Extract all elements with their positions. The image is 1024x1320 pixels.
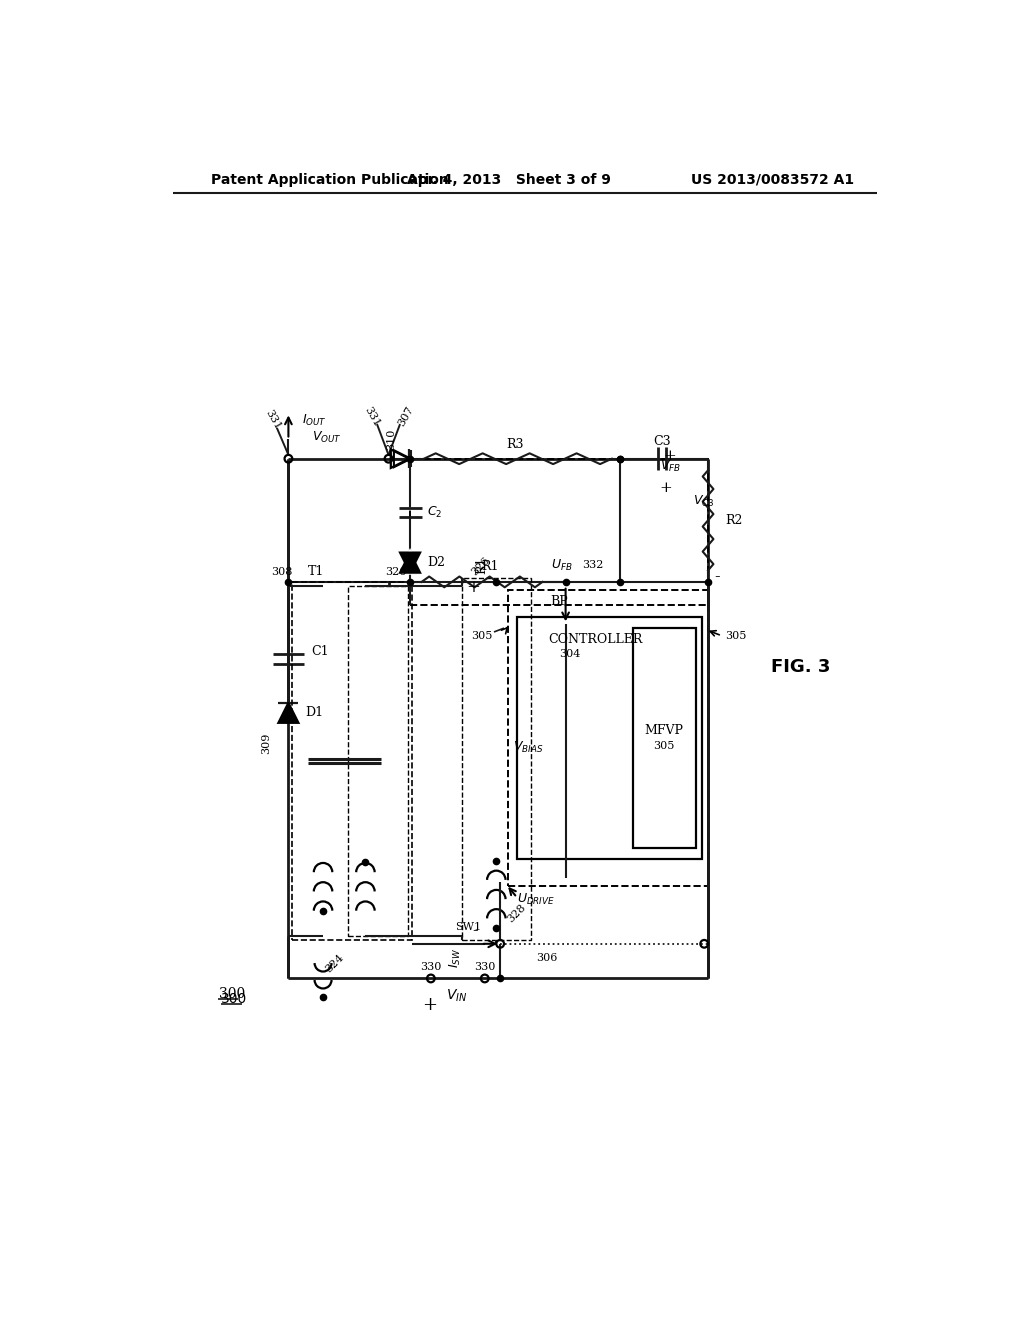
Text: $V_{FB}$: $V_{FB}$ [660, 459, 681, 474]
Text: 324: 324 [323, 952, 345, 974]
Text: CONTROLLER: CONTROLLER [548, 634, 642, 647]
Text: C1: C1 [311, 644, 329, 657]
Text: $V_{OUT}$: $V_{OUT}$ [311, 429, 341, 445]
Text: R1: R1 [481, 560, 499, 573]
Bar [410, 459, 708, 605]
Text: $I_{SW}$: $I_{SW}$ [449, 948, 464, 968]
Text: $V_{C3}$: $V_{C3}$ [692, 494, 714, 508]
Text: SW1: SW1 [455, 921, 481, 932]
Text: 331: 331 [263, 408, 283, 432]
Text: 304: 304 [559, 648, 581, 659]
Bar [462, 578, 531, 940]
Text: Apr. 4, 2013   Sheet 3 of 9: Apr. 4, 2013 Sheet 3 of 9 [408, 173, 611, 187]
Polygon shape [279, 702, 298, 723]
Bar [633, 628, 695, 847]
Text: +: + [466, 578, 480, 595]
Bar [292, 582, 412, 940]
Text: R3: R3 [506, 438, 523, 451]
Text: $I_{OUT}$: $I_{OUT}$ [302, 413, 328, 428]
Text: 308: 308 [271, 566, 292, 577]
Text: Patent Application Publication: Patent Application Publication [211, 173, 450, 187]
Bar [348, 586, 408, 936]
Text: MFVP: MFVP [645, 723, 684, 737]
Bar [508, 590, 708, 886]
Text: 300: 300 [219, 987, 246, 1001]
Polygon shape [400, 553, 420, 573]
Text: 305: 305 [471, 631, 493, 640]
Text: $C_2$: $C_2$ [427, 506, 442, 520]
Text: -: - [472, 923, 477, 940]
Text: 328: 328 [506, 902, 527, 924]
Polygon shape [400, 553, 420, 573]
Text: 330: 330 [474, 962, 496, 972]
Text: R2: R2 [725, 513, 742, 527]
Text: 310: 310 [386, 429, 396, 450]
Text: T1: T1 [307, 565, 324, 578]
Text: 332: 332 [583, 560, 604, 570]
Text: $V_{IN}$: $V_{IN}$ [446, 987, 468, 1003]
Text: +: + [422, 997, 437, 1014]
Text: US 2013/0083572 A1: US 2013/0083572 A1 [691, 173, 854, 187]
Text: FIG. 3: FIG. 3 [771, 657, 830, 676]
Text: 331: 331 [361, 405, 381, 428]
Text: 309: 309 [261, 733, 271, 754]
Text: D2: D2 [427, 556, 445, 569]
Text: 326: 326 [385, 566, 407, 577]
Text: 305: 305 [653, 741, 675, 751]
Text: $U_{DRIVE}$: $U_{DRIVE}$ [517, 892, 555, 907]
Text: +: + [659, 480, 672, 495]
Text: +: + [663, 449, 676, 463]
Text: 306: 306 [536, 953, 557, 962]
Text: 300: 300 [221, 993, 248, 1006]
Text: 307: 307 [396, 405, 415, 428]
Bar [517, 616, 701, 859]
Text: 305: 305 [725, 631, 746, 640]
Text: 326: 326 [469, 556, 492, 578]
Text: C3: C3 [653, 436, 671, 449]
Text: 330: 330 [420, 962, 441, 972]
Text: BP: BP [550, 594, 568, 607]
Text: D1: D1 [305, 706, 324, 719]
Polygon shape [400, 553, 420, 573]
Text: $V_{BIAS}$: $V_{BIAS}$ [513, 741, 544, 755]
Text: $U_{FB}$: $U_{FB}$ [551, 557, 572, 573]
Text: -: - [714, 568, 720, 585]
Text: R1: R1 [475, 556, 488, 574]
